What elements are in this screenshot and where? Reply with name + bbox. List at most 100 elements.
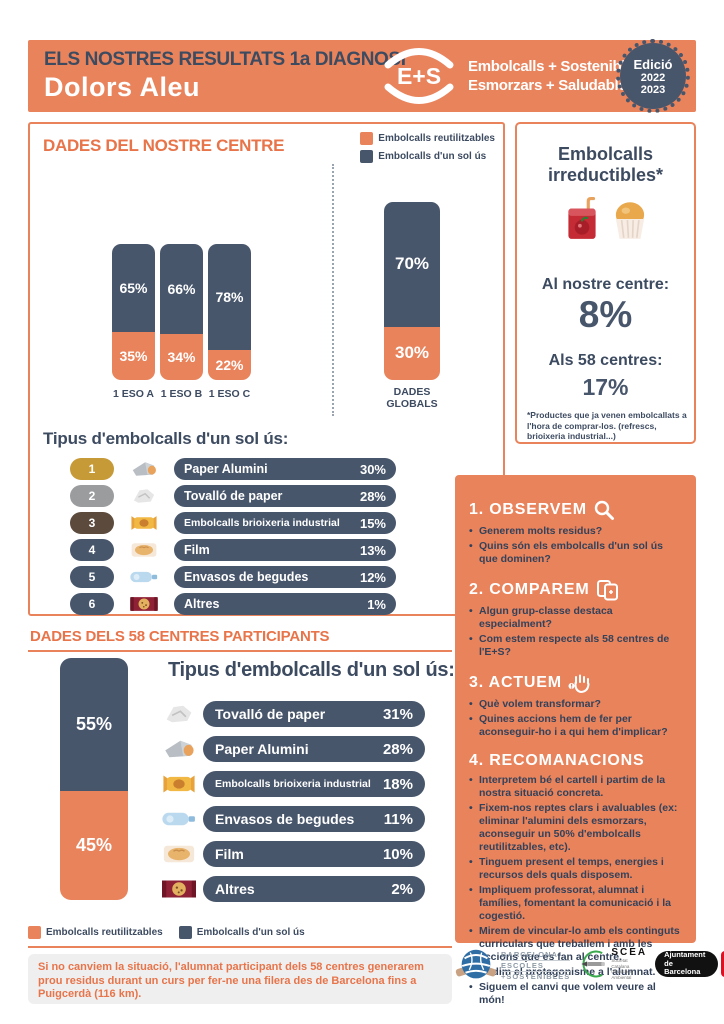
footer-note-box: Si no canviem la situació, l'alumnat par… xyxy=(28,954,452,1004)
type-pill: Film 13% xyxy=(174,539,396,561)
network-share-value: 17% xyxy=(582,374,629,400)
bullet: Tinguem present el temps, energies i rec… xyxy=(469,856,684,882)
bes-line2: ESCOLES xyxy=(501,961,571,972)
scea-sub2: Catalana xyxy=(611,963,630,969)
bullet: Com estem respecte als 58 centres de l'E… xyxy=(469,633,684,659)
bar-category-label: 1 ESO C xyxy=(208,388,251,400)
bar-category-label: 1 ESO A xyxy=(112,388,155,400)
legend-item-single-use: Embolcalls d'un sol ús xyxy=(178,926,305,939)
type-label: Envasos de begudes xyxy=(215,811,355,827)
legend-item-reusable: Embolcalls reutilitzables xyxy=(360,132,495,145)
legend-swatch-single-use xyxy=(178,926,192,939)
foil-icon xyxy=(155,738,203,760)
type-pill: Embolcalls brioixeria industrial 18% xyxy=(203,771,425,797)
bar-value: 66% xyxy=(167,280,196,297)
es-logo-arcs-icon xyxy=(384,48,454,104)
type-pct: 13% xyxy=(359,542,386,558)
step-title-text: 3. ACTUEM xyxy=(469,674,562,691)
bar-1-eso-c-single-use-segment: 78% xyxy=(208,244,251,351)
bar-value: 35% xyxy=(119,348,148,365)
candy-wrapper-icon xyxy=(155,774,203,794)
bes-line1: BARCELONA xyxy=(501,950,571,961)
napkin-icon xyxy=(114,487,174,505)
bottle-icon xyxy=(155,809,203,829)
step-recomanacions: 4. RECOMANACIONS Interpretem bé el carte… xyxy=(469,752,684,1007)
hand-icon xyxy=(568,674,590,694)
type-label: Tovalló de paper xyxy=(184,489,283,503)
napkin-icon xyxy=(155,703,203,725)
bar-1-eso-c: 78% 22% xyxy=(208,244,251,380)
steps-panel: 1. OBSERVEM Generem molts residus? Quins… xyxy=(455,475,696,1006)
bar-dades-globals: 70% 30% xyxy=(384,202,440,380)
footer-rule xyxy=(28,946,452,948)
type-pill: Altres 1% xyxy=(174,593,396,615)
irreductibles-title: Embolcalls irreductibles* xyxy=(517,144,694,186)
type-pill: Tovalló de paper 28% xyxy=(174,485,396,507)
bottle-icon xyxy=(114,569,174,585)
type-label: Embolcalls brioixeria industrial xyxy=(184,517,340,529)
edition-year1: 2022 xyxy=(640,71,666,84)
type-label: Altres xyxy=(215,881,255,897)
table-row: 6 Altres 1% xyxy=(70,593,396,615)
es-logo-text: E+S xyxy=(396,62,442,89)
muffin-icon xyxy=(615,202,644,239)
legend-label-reusable: Embolcalls reutilitzables xyxy=(378,133,495,144)
bar-value: 78% xyxy=(215,289,244,306)
edition-word: Edició xyxy=(633,56,673,72)
header-banner: ELS NOSTRES RESULTATS 1a DIAGNOSI Dolors… xyxy=(28,39,696,113)
type-pct: 31% xyxy=(382,705,413,723)
bcn-escoles-sostenibles-logo: BARCELONA ESCOLES +SOSTENIBLES xyxy=(455,945,571,987)
bar-value: 65% xyxy=(119,280,148,297)
ajuntament-line2: Barcelona xyxy=(664,967,701,977)
type-pct: 2% xyxy=(391,880,413,898)
bar-global-reusable-segment: 30% xyxy=(384,326,440,380)
step-title-text: 1. OBSERVEM xyxy=(469,501,587,518)
rank-badge: 2 xyxy=(70,485,114,507)
legend-swatch-single-use xyxy=(360,150,374,163)
global-label-line1: DADES xyxy=(393,386,431,398)
rank-badge: 3 xyxy=(70,512,114,534)
bread-film-icon xyxy=(155,843,203,865)
bar-1-eso-b-single-use-segment: 66% xyxy=(160,244,203,334)
table-row: Envasos de begudes 11% xyxy=(155,806,425,832)
irreductibles-title-line2: irreductibles* xyxy=(547,165,664,185)
scea-arc-pencil-icon xyxy=(581,950,605,978)
bullet: Mirem de vincular-lo amb els continguts … xyxy=(469,925,684,964)
centre-data-box: DADES DEL NOSTRE CENTRE Embolcalls reuti… xyxy=(28,122,505,616)
irreductibles-footnote: *Productes que ja venen embolcallats a l… xyxy=(527,410,687,441)
centre-share-value: 8% xyxy=(578,294,633,335)
step-bullet-list: Interpretem bé el cartell i partim de la… xyxy=(469,774,684,1007)
type-pct: 12% xyxy=(359,569,386,585)
bar-58-reusable-segment: 45% xyxy=(60,791,128,900)
type-label: Tovalló de paper xyxy=(215,706,326,722)
bar-1-eso-a-reusable-segment: 35% xyxy=(112,332,155,380)
type-pill: Embolcalls brioixeria industrial 15% xyxy=(174,512,396,534)
type-pct: 30% xyxy=(359,461,386,477)
bullet: Algun grup-classe destaca especialment? xyxy=(469,605,684,631)
bar-value: 30% xyxy=(394,343,430,363)
program-line2: Esmorzars + Saludables xyxy=(468,77,635,94)
type-label: Altres xyxy=(184,597,220,611)
bar-value: 55% xyxy=(75,714,113,735)
scea-sub1: Societat xyxy=(611,958,628,963)
bar-58-centres: 55% 45% xyxy=(60,658,128,900)
centre-share-label: Al nostre centre: xyxy=(541,276,670,293)
irreductibles-box: Embolcalls irreductibles* Al nostre cent… xyxy=(515,122,696,444)
foil-icon xyxy=(114,460,174,478)
bar-value: 22% xyxy=(215,357,244,374)
bullet: Quines accions hem de fer per aconseguir… xyxy=(469,713,684,739)
edition-year2: 2023 xyxy=(640,83,666,96)
bar-1-eso-c-reusable-segment: 22% xyxy=(208,350,251,380)
table-row: Altres 2% xyxy=(155,876,425,902)
bar-1-eso-a: 65% 35% xyxy=(112,244,155,380)
bullet: Fixem-nos reptes clars i avaluables (ex:… xyxy=(469,802,684,854)
pages-icon xyxy=(596,580,618,601)
table-row: Paper Alumini 28% xyxy=(155,736,425,762)
ajuntament-name-pill: Ajuntament de Barcelona xyxy=(655,951,718,977)
participants-section-title: DADES DELS 58 CENTRES PARTICIPANTS xyxy=(30,628,330,645)
type-pct: 15% xyxy=(359,515,386,531)
type-pill: Envasos de begudes 11% xyxy=(203,806,425,832)
legend-label-reusable: Embolcalls reutilitzables xyxy=(46,927,163,938)
type-label: Film xyxy=(184,543,210,557)
